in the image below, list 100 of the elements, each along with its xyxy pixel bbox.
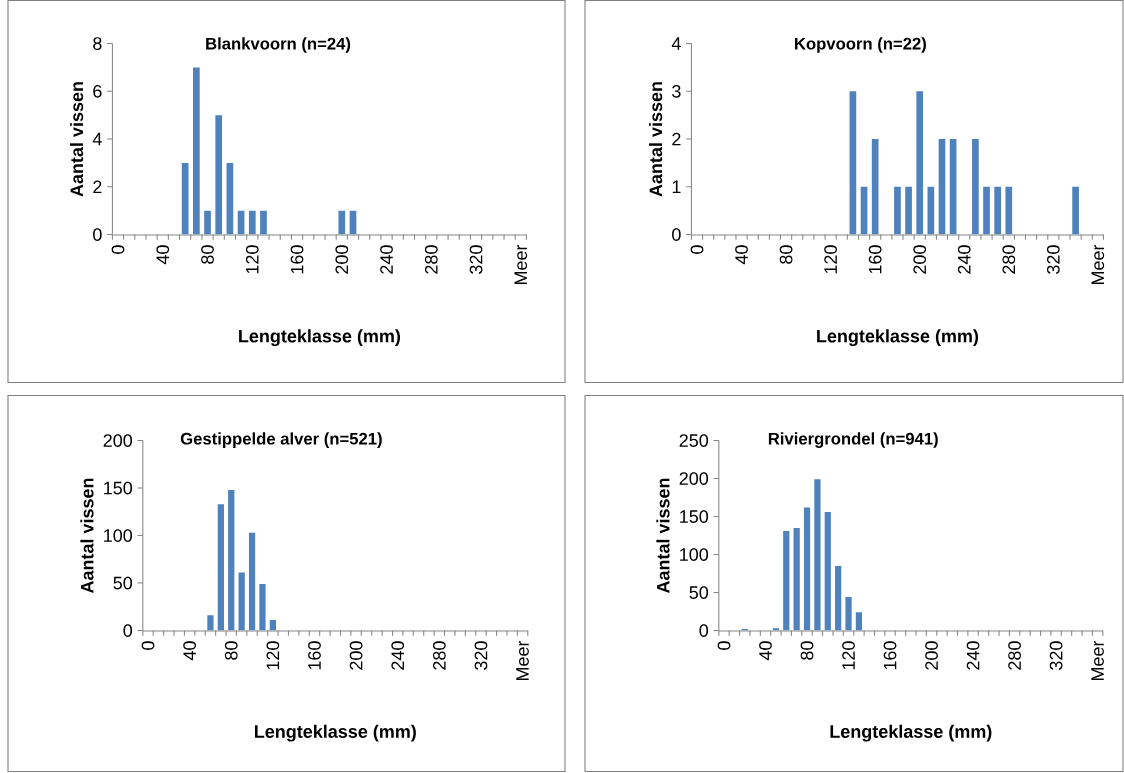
x-tick-label: 280 (424, 245, 438, 274)
x-tick-label: 320 (469, 245, 483, 275)
bar (814, 479, 821, 631)
x-axis-title: Lengteklasse (mm) (830, 724, 992, 742)
x-tick-label: 240 (380, 245, 393, 274)
y-tick-label: 0 (672, 228, 681, 242)
y-axis-title: Aantal vissen (80, 478, 94, 594)
chart-title: Riviergrondel (n=941) (768, 432, 938, 449)
bar (994, 187, 1001, 235)
x-tick-label: 80 (201, 245, 214, 265)
x-tick-label: 280 (1002, 245, 1016, 274)
y-tick-label: 200 (679, 472, 709, 486)
bar (204, 210, 211, 235)
x-tick-label: 280 (432, 641, 446, 670)
y-tick-label: 100 (104, 529, 133, 543)
x-tick-label: 200 (913, 245, 927, 274)
x-axis-title: Lengteklasse (mm) (254, 724, 416, 742)
x-tick-label: 120 (245, 245, 259, 274)
x-tick-label: 240 (391, 641, 405, 670)
y-tick-label: 3 (672, 85, 681, 98)
y-tick-label: 8 (93, 37, 102, 51)
x-tick-label: 40 (759, 641, 772, 661)
y-tick-label: 250 (679, 434, 709, 448)
bar (269, 620, 276, 631)
bar (972, 139, 979, 235)
x-tick-label: 120 (824, 245, 837, 274)
x-tick-label: 160 (308, 641, 321, 670)
bar (338, 210, 346, 235)
bar (783, 531, 790, 631)
bar (260, 210, 267, 235)
bar (181, 163, 189, 235)
chart-title: Gestippelde alver (n=521) (180, 432, 382, 449)
bar (248, 532, 256, 631)
x-tick-label: 320 (474, 641, 488, 671)
x-tick-label: 40 (183, 641, 196, 661)
x-tick-label: 0 (141, 641, 155, 651)
x-tick-label: 160 (290, 245, 304, 274)
bar (248, 210, 256, 235)
y-tick-label: 200 (103, 434, 133, 448)
x-tick-label: 320 (1046, 245, 1060, 275)
x-tick-label: Meer (516, 641, 529, 681)
bar (894, 187, 901, 235)
x-tick-label: 80 (779, 245, 793, 265)
bar (217, 504, 224, 631)
bar (1072, 187, 1079, 235)
bar (916, 91, 924, 235)
bar (793, 528, 800, 631)
y-tick-label: 1 (672, 180, 681, 194)
x-tick-label: 40 (156, 245, 170, 265)
x-tick-label: 320 (1049, 641, 1063, 671)
x-tick-label: 200 (349, 641, 363, 670)
x-tick-label: 280 (1008, 641, 1021, 670)
x-axis-title: Lengteklasse (mm) (817, 329, 979, 347)
x-tick-label: Meer (1091, 641, 1104, 681)
bar (259, 584, 266, 631)
bar (1005, 187, 1013, 235)
x-tick-label: 40 (735, 245, 748, 265)
bar (845, 597, 852, 631)
bar (228, 490, 235, 631)
y-tick-label: 0 (123, 624, 133, 638)
bar (835, 566, 842, 631)
y-axis-title: Aantal vissen (649, 82, 663, 197)
x-tick-label: 120 (266, 641, 280, 670)
bar (238, 572, 245, 631)
x-tick-label: 0 (717, 641, 731, 651)
y-tick-label: 50 (113, 576, 133, 590)
bar (983, 187, 990, 235)
x-tick-label: 80 (224, 641, 238, 661)
bar (871, 139, 879, 235)
x-tick-label: 120 (842, 641, 855, 670)
x-tick-label: 160 (883, 641, 897, 670)
chart-title: Blankvoorn (n=24) (206, 37, 351, 54)
bar (192, 67, 200, 235)
y-tick-label: 50 (689, 586, 709, 600)
bar (855, 612, 863, 631)
bar (824, 512, 831, 631)
bar (215, 115, 223, 235)
y-tick-label: 0 (699, 624, 709, 638)
y-axis-title: Aantal vissen (656, 478, 670, 594)
y-tick-label: 4 (92, 133, 102, 146)
y-tick-label: 4 (671, 37, 681, 50)
y-tick-label: 150 (104, 481, 133, 495)
y-axis-title: Aantal vissen (69, 82, 84, 197)
x-tick-label: 200 (335, 245, 349, 274)
x-tick-label: Meer (514, 245, 528, 285)
x-tick-label: Meer (1091, 245, 1105, 285)
y-tick-label: 2 (672, 132, 681, 146)
x-axis-title: Lengteklasse (mm) (239, 329, 401, 347)
y-tick-label: 0 (93, 228, 102, 242)
x-tick-label: 80 (800, 641, 814, 661)
x-tick-label: 240 (966, 641, 980, 670)
y-tick-label: 100 (680, 548, 709, 562)
chart-title: Kopvoorn (n=22) (795, 37, 926, 54)
x-tick-label: 240 (957, 245, 971, 274)
bar (207, 615, 214, 631)
y-tick-label: 150 (680, 510, 709, 524)
y-tick-label: 2 (93, 180, 102, 194)
y-tick-label: 6 (93, 85, 102, 98)
bar (905, 187, 912, 235)
x-tick-label: 200 (925, 641, 938, 670)
